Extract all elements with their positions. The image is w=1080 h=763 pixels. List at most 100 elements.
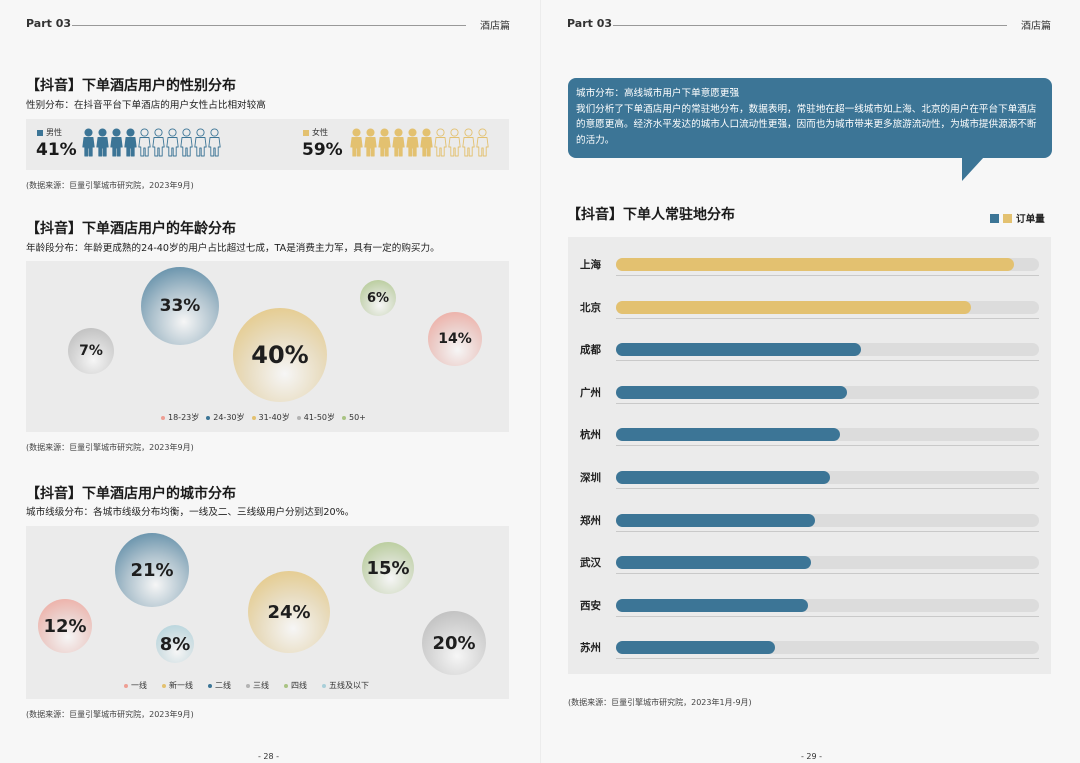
part-label: Part 03 — [26, 17, 72, 30]
bar-track — [616, 598, 1039, 612]
tier-bubble-tier3: 20% — [422, 611, 486, 675]
gender-source: (数据来源：巨量引擎城市研究院，2023年9月) — [26, 181, 194, 190]
legend-label: 订单量 — [1016, 214, 1045, 225]
legend-text: 一线 — [131, 681, 147, 690]
female-person-outline-icon — [476, 128, 489, 157]
tier-legend-item: 四线 — [284, 680, 307, 691]
bar-row: 成都 — [568, 325, 1051, 368]
bar-city-label: 深圳 — [580, 472, 601, 484]
bar-city-label: 成都 — [580, 344, 601, 357]
residence-legend: 订单量 — [990, 211, 1045, 225]
age-bubble-label: 6% — [366, 290, 390, 306]
bar-city-label: 苏州 — [580, 642, 601, 655]
male-person-outline-icon — [208, 128, 221, 157]
bar-row: 苏州 — [568, 623, 1051, 666]
male-pictogram — [82, 128, 221, 157]
tier-legend-item: 一线 — [124, 680, 147, 691]
age-bubble-50plus: 6% — [360, 280, 396, 316]
tier-bubble-label: 20% — [432, 632, 476, 654]
header-rule — [613, 25, 1007, 26]
age-bubble-label: 33% — [159, 296, 201, 316]
age-bubble-18-23: 14% — [428, 312, 482, 366]
bar-fill — [616, 598, 809, 612]
bar-underline — [616, 530, 1039, 532]
right-header: Part 03 酒店篇 — [567, 17, 1051, 33]
city-tier-legend: 一线 新一线 二线 三线 四线 五线及以下 — [124, 680, 384, 691]
bar-row: 武汉 — [568, 538, 1051, 581]
legend-dot — [342, 415, 346, 420]
city-tier-subtitle: 城市线级分布：各城市线级分布均衡，一线及二、三线级用户分别达到20%。 — [26, 507, 355, 518]
callout-tail — [962, 157, 984, 181]
legend-text: 四线 — [291, 681, 307, 690]
residence-chart-title: 【抖音】下单人常驻地分布 — [567, 207, 735, 223]
bar-row: 郑州 — [568, 496, 1051, 539]
section-label: 酒店篇 — [480, 21, 510, 32]
age-bubble-31-40: 40% — [233, 308, 327, 402]
age-legend-item: 31-40岁 — [251, 412, 290, 423]
bar-city-label: 杭州 — [580, 429, 601, 442]
bar-fill — [616, 385, 847, 399]
tier-bubble-tier4: 15% — [362, 542, 414, 594]
city-tier-title: 【抖音】下单酒店用户的城市分布 — [26, 486, 236, 502]
age-legend: 18-23岁 24-30岁 31-40岁 41-50岁 50+ — [161, 412, 373, 423]
male-person-filled-icon — [82, 128, 95, 157]
residence-source: (数据来源：巨量引擎城市研究院，2023年1月-9月) — [568, 698, 752, 707]
bar-row: 广州 — [568, 368, 1051, 411]
bar-underline — [616, 317, 1039, 319]
bar-city-label: 北京 — [580, 301, 601, 314]
legend-swatch-primary — [990, 213, 999, 223]
tier-bubble-label: 24% — [267, 601, 311, 623]
male-swatch — [37, 129, 43, 136]
legend-dot — [296, 415, 301, 420]
legend-text: 41-50岁 — [303, 413, 335, 422]
bar-track — [616, 258, 1039, 271]
age-bubble-41-50: 7% — [68, 328, 114, 374]
bar-underline — [616, 488, 1039, 489]
bar-track — [616, 343, 1039, 357]
part-label: Part 03 — [567, 17, 613, 30]
page-number-left: - 28 - — [258, 752, 280, 761]
legend-text: 18-23岁 — [168, 413, 200, 422]
bar-underline — [616, 573, 1039, 575]
legend-dot — [246, 683, 250, 688]
female-person-filled-icon — [378, 128, 391, 157]
legend-text: 三线 — [253, 681, 269, 690]
bar-track — [616, 556, 1039, 570]
bar-city-label: 西安 — [580, 599, 601, 612]
age-bubble-24-30: 33% — [141, 267, 219, 345]
bar-underline — [616, 275, 1039, 276]
bar-underline — [616, 402, 1039, 404]
bar-row: 上海 — [568, 240, 1051, 283]
legend-text: 50+ — [349, 413, 366, 422]
female-percent: 59% — [302, 140, 343, 160]
bar-city-label: 广州 — [580, 386, 601, 399]
bar-fill — [616, 343, 862, 357]
age-bubble-label: 7% — [79, 343, 103, 359]
legend-swatch-highlight — [1003, 213, 1012, 223]
section-label: 酒店篇 — [1021, 21, 1051, 32]
bar-row: 深圳 — [568, 453, 1051, 496]
gender-panel: 男性 41% 女性 59% — [26, 119, 509, 170]
bar-track — [616, 471, 1039, 484]
female-person-outline-icon — [434, 128, 447, 157]
tier-bubble-tier1: 12% — [38, 599, 92, 653]
tier-bubble-label: 15% — [366, 557, 410, 579]
legend-dot — [251, 415, 256, 420]
legend-dot — [161, 415, 165, 420]
age-panel: 14% 33% 40% 7% 6% 18-23岁 24-30岁 31-40岁 41-5… — [26, 261, 509, 432]
male-person-filled-icon — [124, 128, 137, 157]
male-person-outline-icon — [152, 128, 165, 157]
female-person-filled-icon — [350, 128, 363, 157]
bar-track — [616, 513, 1039, 527]
bar-fill — [616, 513, 815, 527]
age-legend-item: 41-50岁 — [296, 412, 335, 423]
age-legend-item: 18-23岁 — [161, 412, 199, 423]
bar-city-label: 武汉 — [580, 557, 601, 570]
page-number-right: - 29 - — [801, 752, 823, 761]
tier-legend-item: 五线及以下 — [322, 680, 369, 691]
age-subtitle: 年龄段分布：年龄更成熟的24-40岁的用户占比超过七成，TA是消费主力军，具有一… — [26, 243, 440, 254]
age-title: 【抖音】下单酒店用户的年龄分布 — [26, 221, 236, 237]
legend-text: 24-30岁 — [213, 413, 245, 422]
callout-heading: 城市分布：高线城市用户下单意愿更强 — [576, 88, 740, 99]
bar-fill — [616, 428, 841, 442]
